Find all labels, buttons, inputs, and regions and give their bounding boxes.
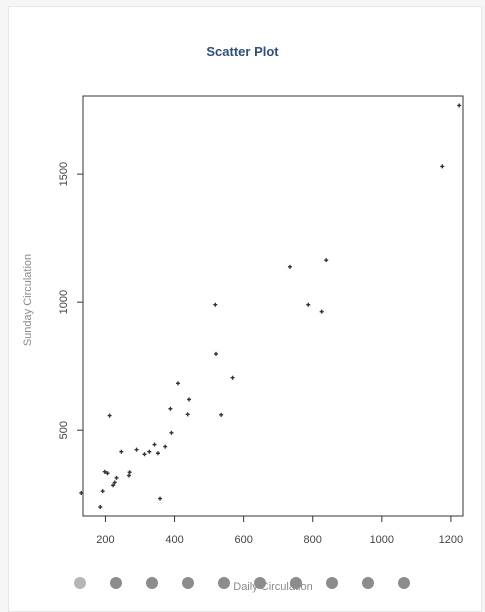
data-point xyxy=(187,397,192,402)
carousel-dot[interactable] xyxy=(290,577,302,589)
data-point xyxy=(102,469,107,474)
data-point xyxy=(107,413,112,418)
data-point xyxy=(147,449,152,454)
data-point xyxy=(440,164,445,169)
data-point xyxy=(230,375,235,380)
x-tick-label: 600 xyxy=(234,534,252,546)
chart-title: Scatter Plot xyxy=(206,44,279,59)
data-point xyxy=(127,470,132,475)
x-tick-label: 400 xyxy=(165,534,183,546)
data-point xyxy=(287,264,292,269)
y-axis: 500 1000 1500 xyxy=(58,162,83,439)
data-point xyxy=(98,505,103,510)
data-point xyxy=(213,302,218,307)
carousel-dots xyxy=(0,574,485,592)
x-tick-label: 800 xyxy=(304,534,322,546)
x-axis: 200 400 600 800 1000 1200 xyxy=(96,516,463,546)
carousel-dot[interactable] xyxy=(326,577,338,589)
x-tick-label: 1000 xyxy=(370,534,394,546)
data-point xyxy=(319,309,324,314)
data-point xyxy=(163,444,168,449)
y-tick-label: 500 xyxy=(58,421,70,439)
carousel-dot[interactable] xyxy=(146,577,158,589)
carousel-dot[interactable] xyxy=(182,577,194,589)
chart-panel xyxy=(8,6,482,612)
data-point xyxy=(306,302,311,307)
y-axis-label: Sunday Circulation xyxy=(22,254,34,346)
x-tick-label: 200 xyxy=(96,534,114,546)
carousel-dot[interactable] xyxy=(74,577,86,589)
data-point xyxy=(142,452,147,457)
x-tick-label: 1200 xyxy=(439,534,463,546)
carousel-dot[interactable] xyxy=(218,577,230,589)
data-point xyxy=(105,471,110,476)
y-tick-label: 1500 xyxy=(58,162,70,186)
data-point xyxy=(152,442,157,447)
data-point xyxy=(457,103,462,108)
data-point xyxy=(169,430,174,435)
carousel-dot[interactable] xyxy=(254,577,266,589)
data-point xyxy=(158,496,163,501)
plot-frame xyxy=(82,95,464,517)
carousel-dot[interactable] xyxy=(398,577,410,589)
y-tick-label: 1000 xyxy=(58,290,70,314)
data-point xyxy=(168,406,173,411)
data-point xyxy=(100,489,105,494)
carousel-dot[interactable] xyxy=(362,577,374,589)
data-point xyxy=(134,447,139,452)
data-point xyxy=(111,483,116,488)
data-points xyxy=(79,103,462,510)
data-point xyxy=(114,475,119,480)
data-point xyxy=(324,258,329,263)
carousel-dot[interactable] xyxy=(110,577,122,589)
data-point xyxy=(119,449,124,454)
data-point xyxy=(219,412,224,417)
data-point xyxy=(214,351,218,356)
data-point xyxy=(176,381,180,386)
data-point xyxy=(112,480,117,485)
data-point xyxy=(79,490,84,495)
data-point xyxy=(155,451,160,456)
data-point xyxy=(185,412,190,417)
